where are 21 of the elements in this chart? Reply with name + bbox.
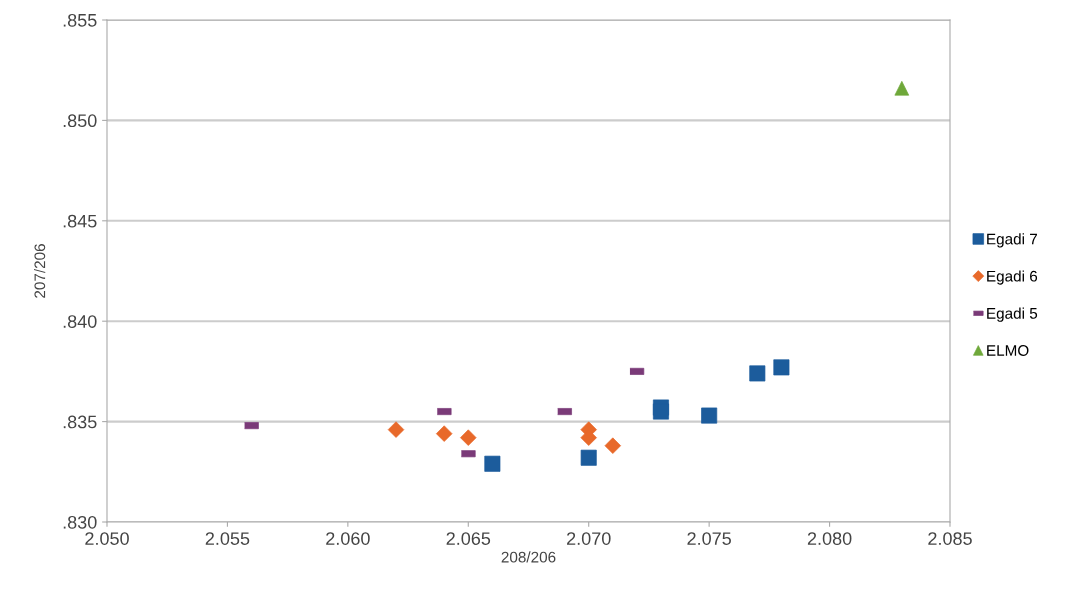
y-axis-title: 207/206: [34, 244, 46, 298]
x-axis-title: 208/206: [501, 551, 556, 563]
x-tick-label: 2.055: [205, 532, 250, 545]
legend-label: Egadi 5: [987, 307, 1038, 322]
y-tick-label: .830: [63, 515, 97, 529]
x-tick-label: 2.050: [85, 532, 129, 545]
y-tick-label: .840: [63, 315, 97, 328]
y-tick-label: .850: [63, 114, 97, 128]
x-tick-label: 2.085: [928, 532, 972, 545]
x-tick-label: 2.070: [567, 532, 611, 545]
legend-label: Egadi 6: [987, 270, 1038, 285]
y-tick-label: .835: [63, 415, 97, 429]
legend-label: ELMO: [987, 345, 1029, 356]
legend-label: Egadi 7: [987, 233, 1037, 248]
x-tick-label: 2.065: [446, 532, 491, 545]
x-tick-label: 2.080: [807, 532, 852, 545]
point: [652, 403, 669, 420]
x-tick-label: 2.075: [687, 532, 731, 545]
x-tick-label: 2.060: [326, 532, 370, 545]
y-tick-label: .845: [63, 214, 97, 228]
y-tick-label: .855: [63, 13, 97, 27]
